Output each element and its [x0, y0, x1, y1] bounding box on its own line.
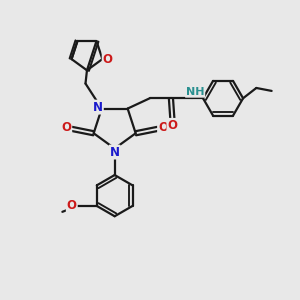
Text: O: O — [167, 119, 177, 132]
Text: O: O — [61, 121, 71, 134]
Text: O: O — [158, 121, 168, 134]
Text: NH: NH — [186, 87, 204, 97]
Text: O: O — [103, 52, 113, 66]
Text: N: N — [110, 146, 120, 159]
Text: O: O — [67, 200, 77, 212]
Text: N: N — [93, 100, 103, 114]
